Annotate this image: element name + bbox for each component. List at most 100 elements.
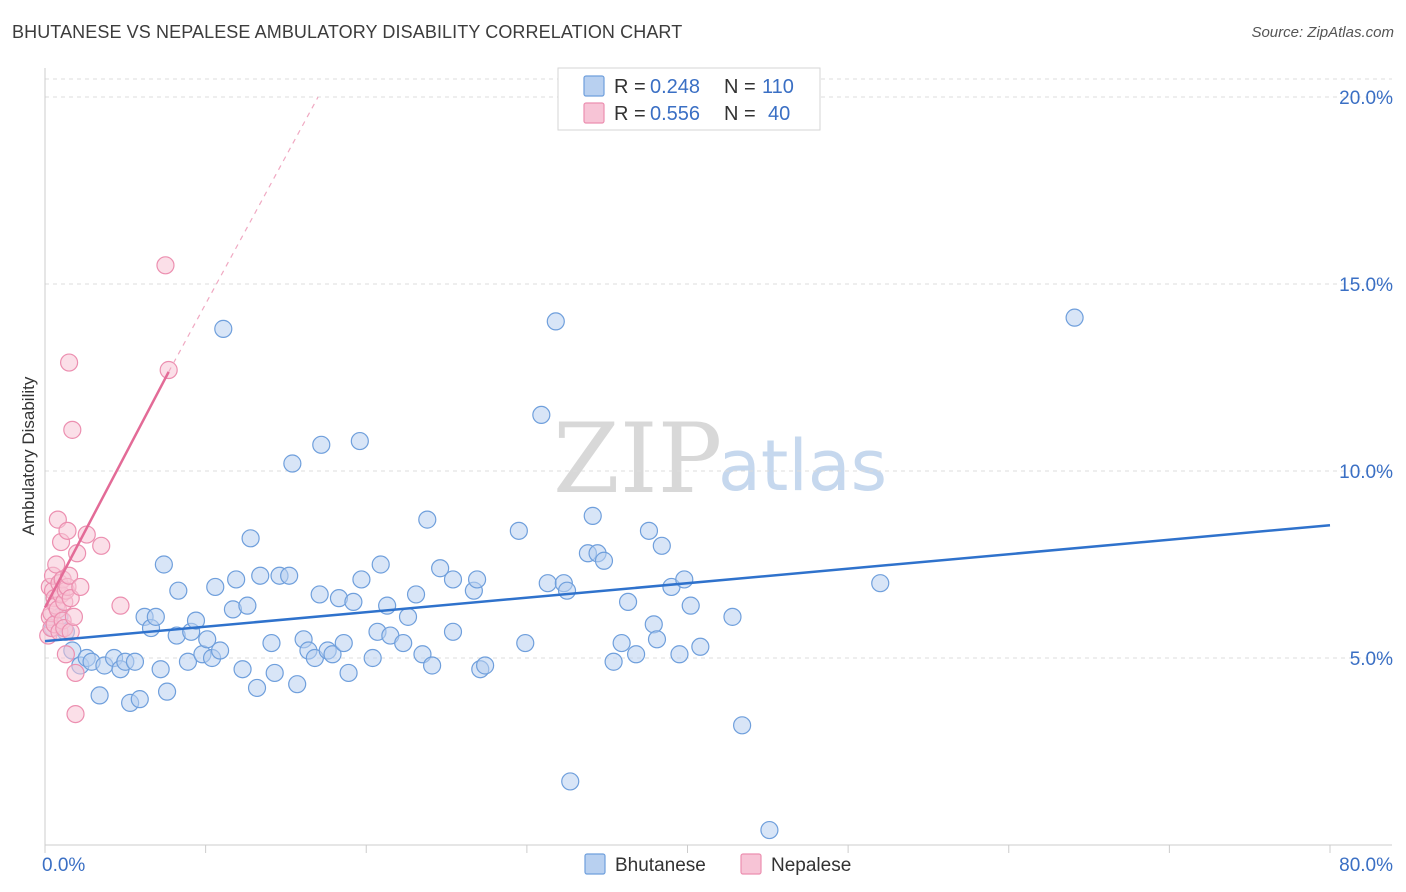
chart-title: BHUTANESE VS NEPALESE AMBULATORY DISABIL…: [12, 22, 683, 42]
bhutanese-point-18: [151, 660, 170, 679]
bhutanese-point-7: [90, 686, 109, 705]
bhutanese-point-30: [210, 641, 230, 660]
bhutanese-point-36: [241, 529, 260, 548]
legend-n-label-2: N =: [724, 103, 756, 125]
bhutanese-point-54: [339, 663, 358, 683]
bhutanese-point-93: [644, 615, 663, 634]
legend-r-value-1: 0.248: [650, 76, 700, 98]
nepalese-trendline: [43, 371, 170, 609]
series-legend: Bhutanese Nepalese: [584, 853, 851, 876]
watermark-atlas: atlas: [718, 425, 887, 507]
bhutanese-point-89: [612, 633, 631, 653]
bhutanese-point-70: [443, 622, 463, 641]
bhutanese-point-88: [604, 652, 623, 671]
bhutanese-point-19: [154, 555, 173, 574]
bhutanese-point-39: [262, 633, 281, 653]
nepalese-point-9: [47, 555, 66, 574]
bhutanese-point-97: [670, 645, 689, 664]
bhutanese-point-13: [125, 652, 145, 671]
bhutanese-point-38: [251, 566, 270, 585]
bhutanese-point-83: [561, 772, 580, 791]
bhutanese-point-64: [398, 607, 418, 626]
bhutanese-point-44: [288, 675, 307, 694]
bhutanese-point-55: [344, 592, 363, 612]
bhutanese-point-85: [583, 506, 602, 525]
legend-swatch-nepalese: [583, 102, 605, 124]
nepalese-point-36: [92, 536, 111, 555]
nepalese-point-22: [56, 645, 75, 664]
y-tick-label-2: 15.0%: [1339, 275, 1393, 296]
x-tick-label-1: 80.0%: [1339, 855, 1393, 876]
nepalese-point-38: [156, 256, 175, 275]
bhutanese-point-101: [723, 607, 742, 626]
y-tick-labels: 5.0% 10.0% 15.0% 20.0%: [1339, 88, 1393, 670]
series-bhutanese: [43, 308, 1084, 840]
y-tick-label-3: 20.0%: [1339, 88, 1393, 109]
legend-n-label-1: N =: [724, 76, 756, 98]
bhutanese-point-43: [283, 454, 302, 473]
legend-r-label-2: R =: [614, 103, 646, 125]
bhutanese-point-14: [130, 690, 149, 709]
bhutanese-point-78: [532, 405, 551, 424]
nepalese-point-37: [111, 596, 130, 615]
watermark-zip: ZIP: [553, 403, 722, 515]
bhutanese-point-67: [418, 510, 437, 529]
bhutanese-point-105: [1065, 308, 1084, 327]
bottom-legend-swatch-bhutanese: [584, 853, 606, 875]
bhutanese-point-25: [186, 611, 206, 630]
bhutanese-point-98: [675, 570, 694, 589]
x-tick-label-0: 0.0%: [42, 855, 85, 876]
nepalese-point-24: [58, 521, 77, 540]
bhutanese-point-56: [350, 431, 369, 451]
legend-r-label-1: R =: [614, 76, 646, 98]
nepalese-point-31: [66, 663, 85, 683]
bhutanese-trendline: [44, 523, 1331, 643]
bhutanese-point-77: [516, 633, 535, 653]
bottom-legend-label-bhutanese: Bhutanese: [615, 855, 706, 876]
bhutanese-point-34: [233, 660, 252, 679]
bhutanese-point-60: [371, 555, 390, 574]
legend-swatch-bhutanese: [583, 75, 605, 97]
nepalese-point-34: [71, 577, 90, 597]
nepalese-point-29: [63, 420, 82, 439]
bhutanese-point-79: [538, 574, 557, 593]
bhutanese-point-57: [352, 570, 371, 589]
legend-n-value-2: 40: [768, 103, 790, 125]
trendlines: [43, 96, 1331, 643]
bhutanese-point-90: [618, 592, 638, 612]
bhutanese-point-94: [647, 630, 667, 649]
bhutanese-point-69: [431, 559, 450, 578]
bhutanese-point-71: [443, 570, 463, 589]
bhutanese-point-51: [323, 645, 342, 664]
bottom-legend-swatch-nepalese: [740, 853, 762, 875]
bhutanese-point-42: [280, 566, 299, 585]
bhutanese-point-103: [760, 820, 779, 840]
bhutanese-point-31: [214, 319, 233, 338]
gridlines: [45, 78, 1392, 659]
bhutanese-point-53: [334, 633, 353, 653]
bhutanese-point-23: [178, 652, 198, 671]
bhutanese-point-33: [227, 570, 246, 589]
stats-legend: R = 0.248 N = 110 R = 0.556 N = 40: [557, 67, 821, 131]
nepalese-trendline-extension: [168, 96, 319, 373]
y-tick-label-0: 5.0%: [1350, 649, 1393, 670]
bhutanese-point-92: [639, 521, 659, 540]
bhutanese-point-68: [423, 656, 442, 675]
bhutanese-point-95: [652, 536, 671, 555]
bhutanese-point-22: [169, 581, 188, 600]
legend-r-value-2: 0.556: [650, 103, 700, 125]
bhutanese-point-37: [247, 678, 267, 698]
source-label: Source: ZipAtlas.com: [1251, 24, 1394, 41]
bottom-legend-label-nepalese: Nepalese: [771, 855, 851, 876]
bhutanese-point-91: [626, 645, 646, 664]
nepalese-point-30: [64, 607, 84, 626]
bhutanese-point-65: [406, 585, 426, 604]
bhutanese-point-63: [394, 633, 413, 653]
bhutanese-point-80: [546, 312, 565, 331]
bhutanese-point-99: [681, 596, 700, 615]
bhutanese-point-100: [691, 637, 710, 656]
nepalese-point-39: [159, 360, 178, 380]
bhutanese-point-58: [363, 648, 382, 668]
bhutanese-point-102: [733, 716, 752, 735]
